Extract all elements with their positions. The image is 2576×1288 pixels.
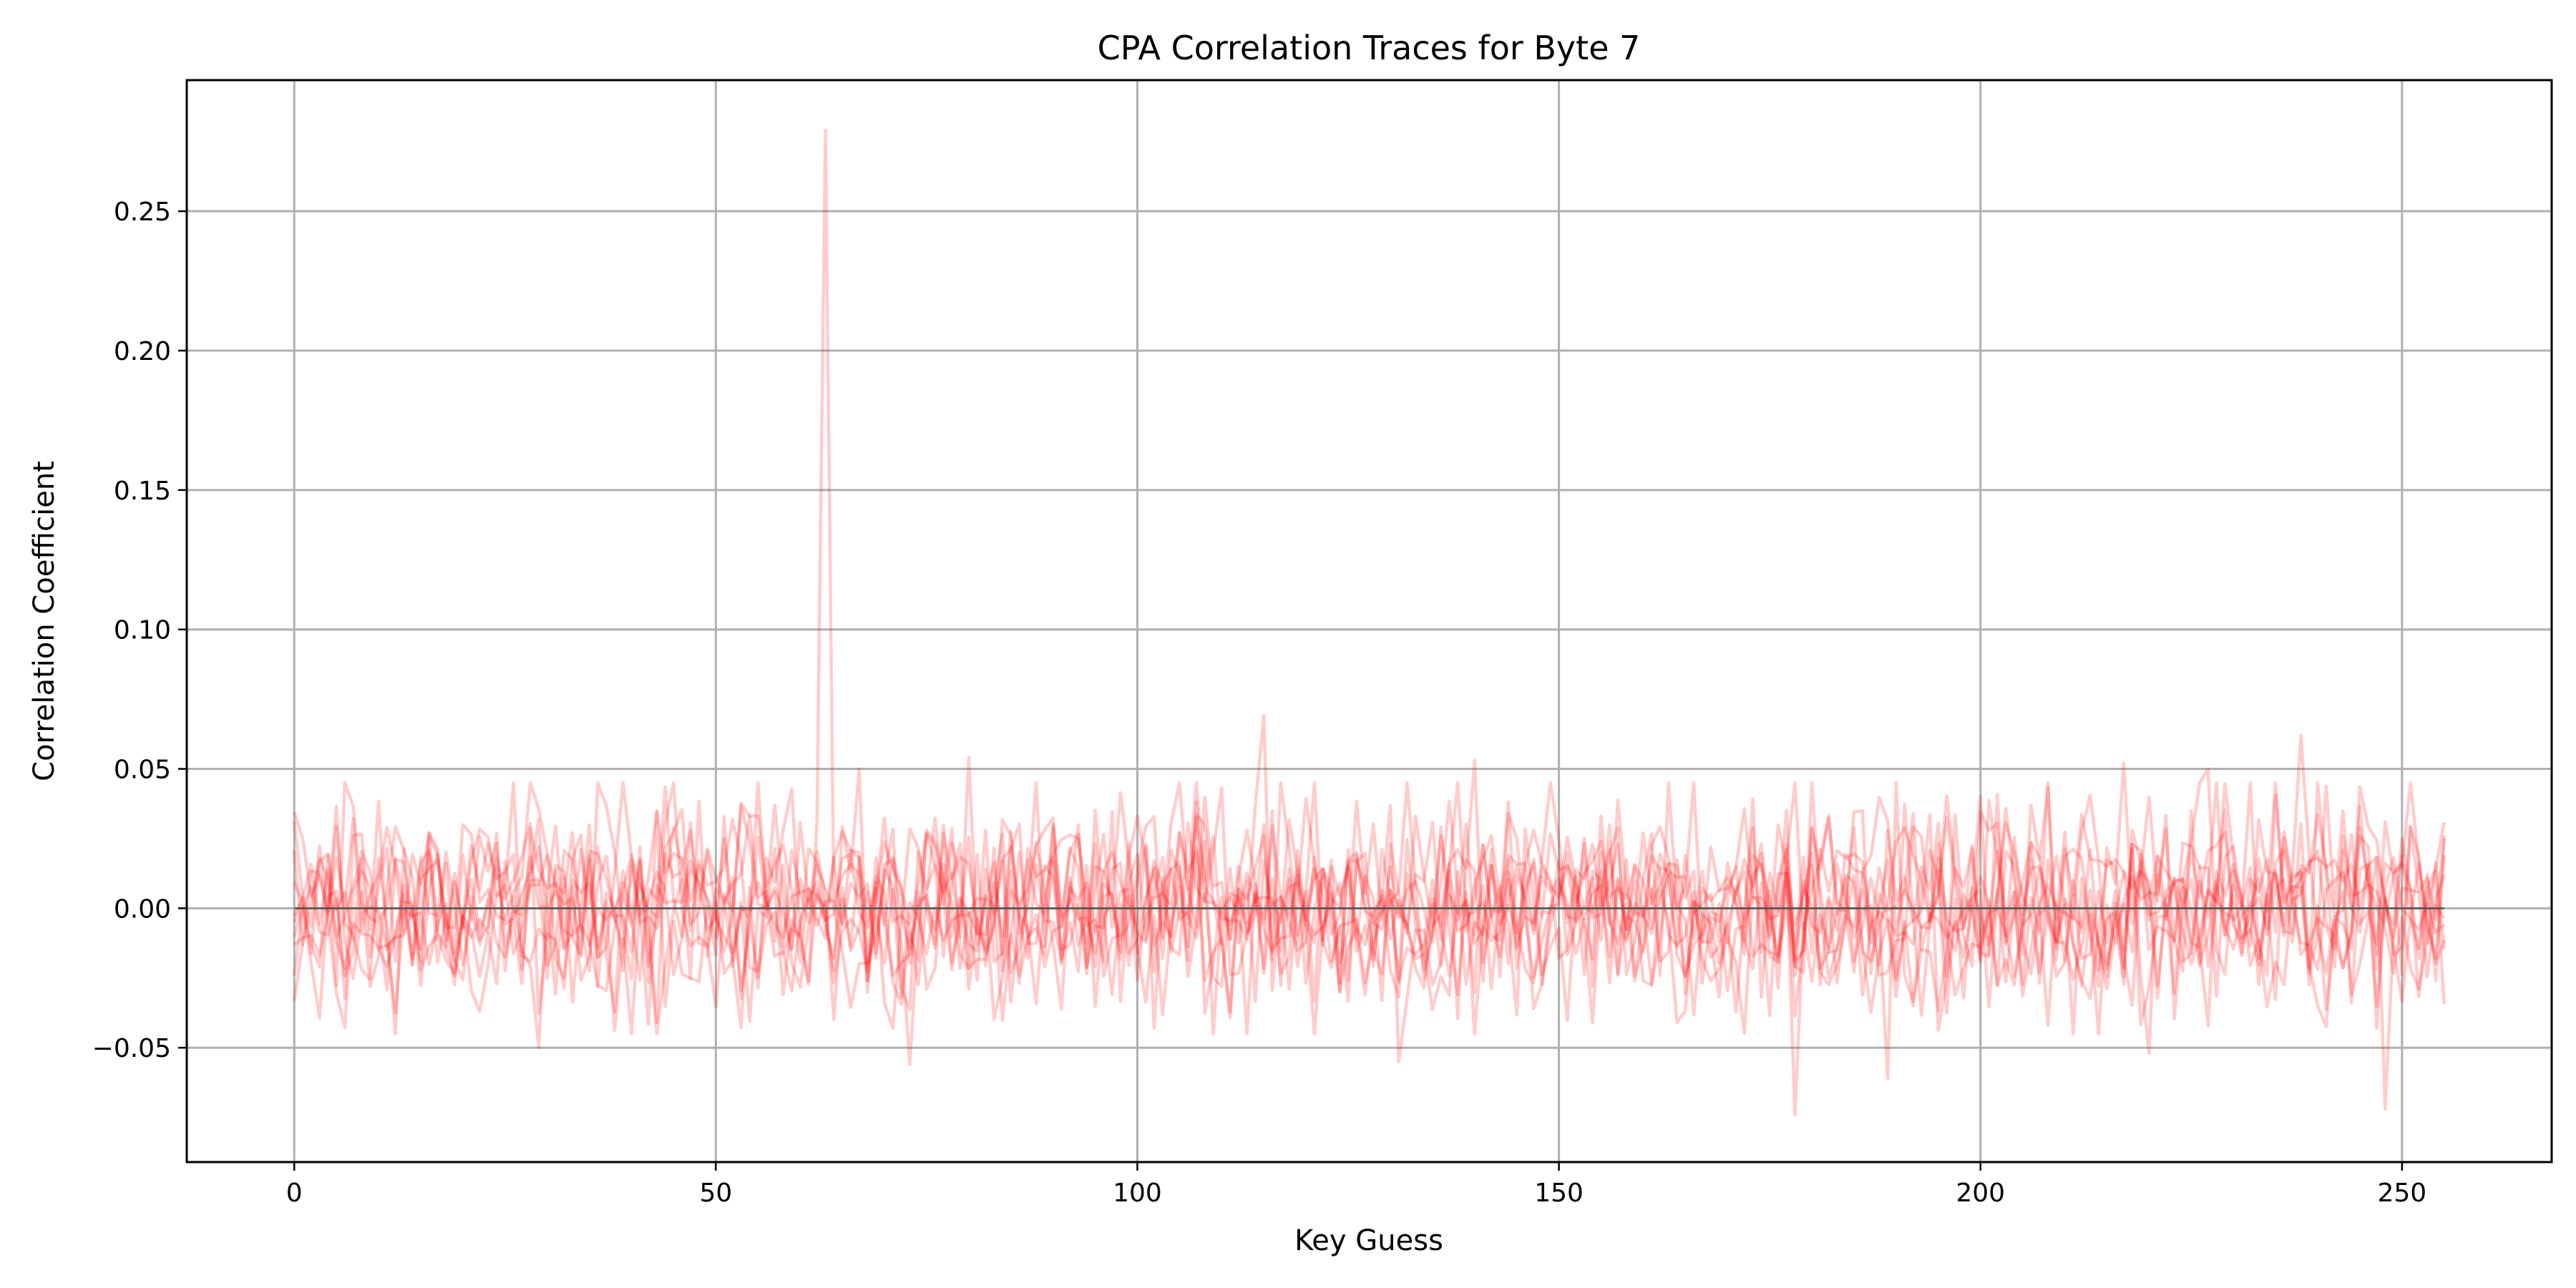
x-tick-label: 200 bbox=[1956, 1179, 2005, 1208]
x-axis-ticks: 0 50 100 150 200 250 bbox=[286, 1162, 2426, 1208]
x-tick-label: 150 bbox=[1534, 1179, 1584, 1208]
y-axis-label: Correlation Coefficient bbox=[28, 461, 61, 781]
y-tick-label: 0.00 bbox=[114, 894, 171, 924]
y-tick-label: 0.10 bbox=[114, 616, 171, 645]
x-tick-label: 250 bbox=[2378, 1179, 2427, 1208]
correlation-trace-line bbox=[292, 128, 2446, 1066]
y-axis-ticks: −0.05 0.00 0.05 0.10 0.15 0.20 0.25 bbox=[92, 197, 187, 1063]
x-axis-label: Key Guess bbox=[1294, 1224, 1443, 1257]
plot-area-frame bbox=[185, 79, 2553, 1163]
correlation-trace-line bbox=[293, 761, 2446, 1035]
correlation-traces bbox=[292, 128, 2446, 1117]
correlation-trace-line bbox=[292, 758, 2446, 1050]
y-tick-label: 0.20 bbox=[114, 337, 171, 366]
x-tick-label: 0 bbox=[286, 1179, 303, 1208]
correlation-trace-line bbox=[292, 767, 2446, 1035]
y-tick-label: 0.25 bbox=[114, 197, 171, 227]
correlation-trace-line bbox=[293, 781, 2446, 1117]
y-tick-label: 0.15 bbox=[114, 477, 171, 506]
correlation-trace-line bbox=[293, 781, 2446, 1111]
correlation-trace-line bbox=[293, 767, 2446, 1035]
correlation-trace-line bbox=[293, 733, 2446, 1063]
x-tick-label: 50 bbox=[699, 1179, 732, 1208]
y-tick-label: −0.05 bbox=[92, 1034, 171, 1063]
y-tick-label: 0.05 bbox=[114, 756, 171, 785]
x-tick-label: 100 bbox=[1113, 1179, 1162, 1208]
correlation-trace-line bbox=[293, 756, 2446, 1055]
grid-lines bbox=[187, 80, 2552, 1162]
chart-title: CPA Correlation Traces for Byte 7 bbox=[1098, 29, 1641, 67]
correlation-trace-line bbox=[292, 781, 2446, 1080]
